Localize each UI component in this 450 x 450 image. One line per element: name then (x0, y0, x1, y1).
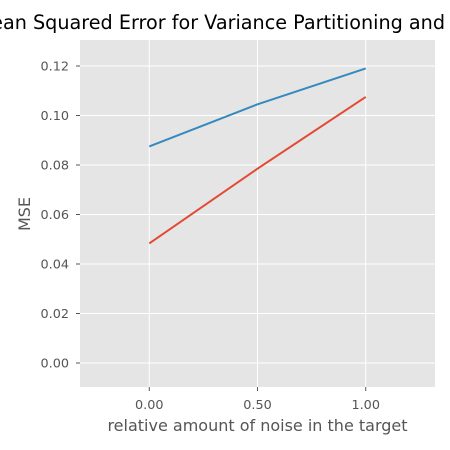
y-tick-label: 0.10 (41, 109, 70, 124)
x-axis-label: relative amount of noise in the target (107, 416, 407, 435)
y-tick-label: 0.06 (41, 208, 70, 223)
x-tick-label: 0.00 (135, 398, 164, 413)
data-series (148, 67, 367, 245)
y-tick-label: 0.00 (41, 356, 70, 371)
series-line-1 (148, 67, 367, 148)
y-tick-label: 0.02 (41, 307, 70, 322)
y-tick-label: 0.08 (41, 158, 70, 173)
y-tick-label: 0.12 (41, 59, 70, 74)
y-axis-label: MSE (15, 197, 34, 231)
series-line-2 (148, 96, 367, 245)
axis-ticks: 0.00 0.50 1.00 0.00 0.02 0.04 0.06 0.08 0.10 0.12 (41, 59, 380, 413)
y-tick-label: 0.04 (41, 257, 70, 272)
chart-title: Mean Squared Error for Variance Partitio… (0, 11, 450, 34)
x-tick-label: 1.00 (351, 398, 380, 413)
x-tick-label: 0.50 (243, 398, 272, 413)
